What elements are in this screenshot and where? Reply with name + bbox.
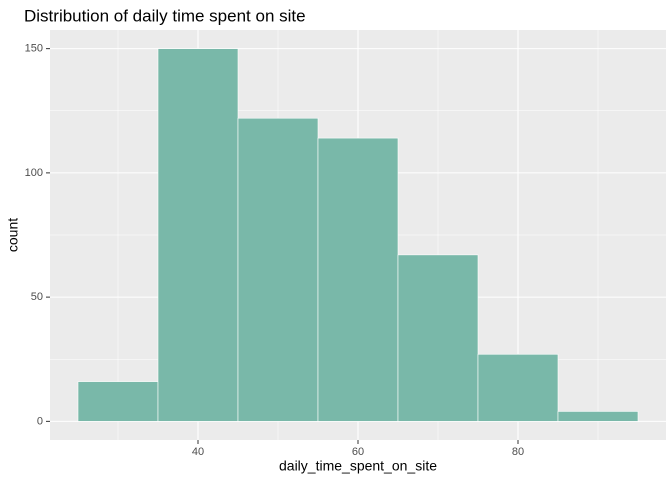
- x-axis-title: daily_time_spent_on_site: [279, 458, 437, 474]
- y-tick-label: 100: [25, 167, 43, 179]
- x-tick-label: 60: [352, 446, 364, 458]
- bar: [557, 411, 639, 422]
- bar: [77, 381, 159, 422]
- chart-title: Distribution of daily time spent on site: [24, 6, 306, 25]
- bar: [317, 137, 399, 422]
- y-tick-label: 50: [31, 291, 43, 303]
- bar: [237, 117, 319, 422]
- y-tick-label: 150: [25, 43, 43, 55]
- y-axis-title: count: [5, 218, 21, 252]
- bar: [397, 254, 479, 422]
- x-tick-label: 80: [512, 446, 524, 458]
- y-tick-label: 0: [37, 415, 43, 427]
- bar: [477, 353, 559, 422]
- x-tick-label: 40: [192, 446, 204, 458]
- bar: [157, 48, 239, 422]
